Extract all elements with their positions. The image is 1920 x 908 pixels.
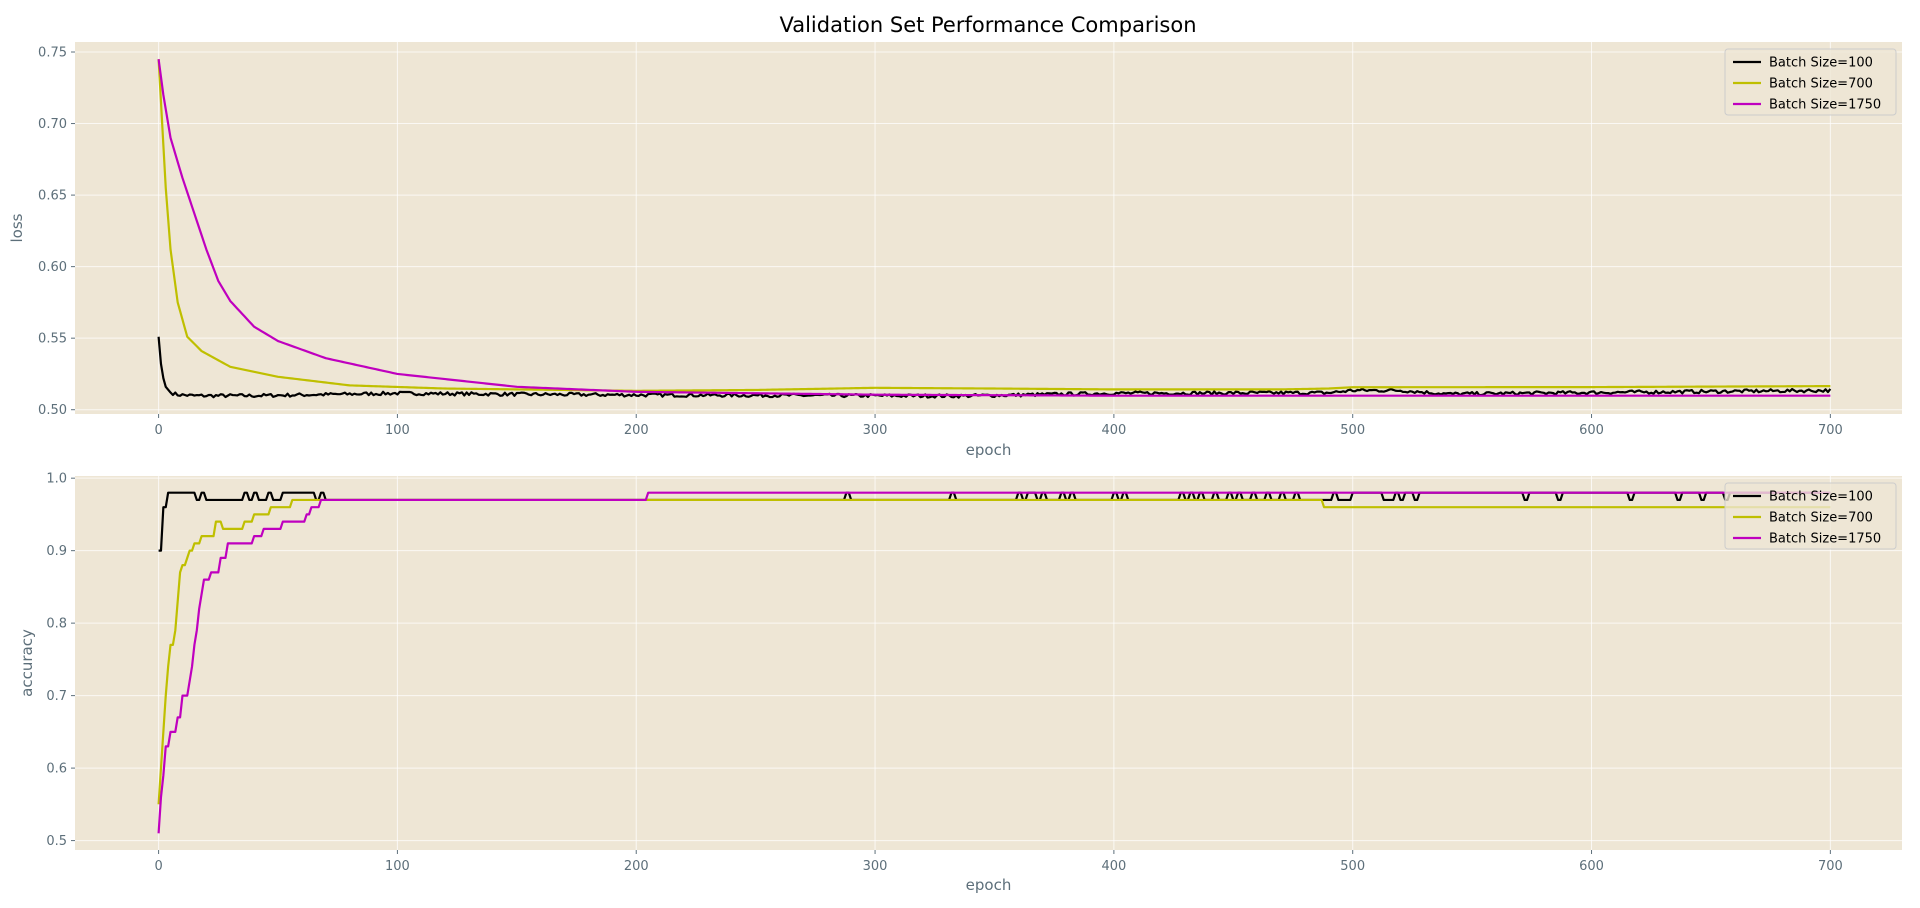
legend: Batch Size=100 Batch Size=700 Batch Size=1…	[1724, 48, 1897, 116]
x-tick-label: 700	[1818, 859, 1843, 874]
legend-box	[1724, 48, 1897, 116]
x-tick-label: 500	[1340, 423, 1365, 438]
y-tick-label: 0.7	[46, 689, 67, 704]
y-tick-label: 0.6	[46, 762, 67, 777]
x-tick-label: 200	[624, 423, 649, 438]
series-line-2	[157, 59, 1831, 397]
series-line-2	[157, 491, 1831, 834]
x-tick-label: 0	[154, 859, 162, 874]
legend-label: Batch Size=100	[1769, 490, 1873, 505]
y-tick-label: 0.60	[38, 260, 67, 275]
legend-box	[1724, 482, 1897, 550]
y-tick-label: 0.50	[38, 403, 67, 418]
x-tick-label: 300	[863, 859, 888, 874]
x-tick-label: 600	[1579, 859, 1604, 874]
series-line-1	[157, 59, 1831, 392]
x-tick-label: 300	[863, 423, 888, 438]
y-tick-label: 0.65	[38, 189, 67, 204]
series-line-0	[157, 336, 1832, 399]
legend-label: Batch Size=100	[1769, 56, 1873, 71]
series-lines	[157, 491, 1831, 834]
y-tick-label: 0.55	[38, 332, 67, 347]
x-tick-label: 200	[624, 859, 649, 874]
y-tick-label: 1.0	[46, 472, 67, 487]
legend: Batch Size=100 Batch Size=700 Batch Size=1…	[1724, 482, 1897, 550]
x-tick-label: 100	[385, 859, 410, 874]
y-tick-label: 0.9	[46, 544, 67, 559]
legend-label: Batch Size=700	[1769, 77, 1873, 92]
x-tick-label: 400	[1101, 423, 1126, 438]
x-tick-label: 0	[154, 423, 162, 438]
x-axis-label: epoch	[966, 876, 1012, 894]
y-axis-label: accuracy	[18, 629, 36, 697]
y-tick-label: 0.8	[46, 617, 67, 632]
x-axis-label: epoch	[966, 441, 1012, 459]
legend-label: Batch Size=1750	[1769, 98, 1881, 113]
series-line-1	[157, 498, 1831, 805]
legend-label: Batch Size=700	[1769, 511, 1873, 526]
x-tick-label: 400	[1101, 859, 1126, 874]
y-tick-label: 0.5	[46, 834, 67, 849]
y-tick-label: 0.70	[38, 117, 67, 132]
legend-label: Batch Size=1750	[1769, 532, 1881, 547]
chart-title: Validation Set Performance Comparison	[779, 13, 1196, 37]
y-axis-label: loss	[8, 213, 26, 242]
plot-area	[75, 476, 1902, 850]
x-tick-label: 700	[1818, 423, 1843, 438]
loss-panel: 0 100 200 300 400 500 600 700 0.50 0.55 0.60 0.65 0.…	[8, 42, 1902, 459]
x-tick-label: 500	[1340, 859, 1365, 874]
x-tick-label: 100	[385, 423, 410, 438]
x-tick-label: 600	[1579, 423, 1604, 438]
series-lines	[157, 59, 1832, 399]
plot-area	[75, 42, 1902, 414]
accuracy-panel: 0 100 200 300 400 500 600 700 0.5 0.6 0.7 0.8 0.9 1.0…	[18, 472, 1902, 894]
y-tick-label: 0.75	[38, 46, 67, 61]
